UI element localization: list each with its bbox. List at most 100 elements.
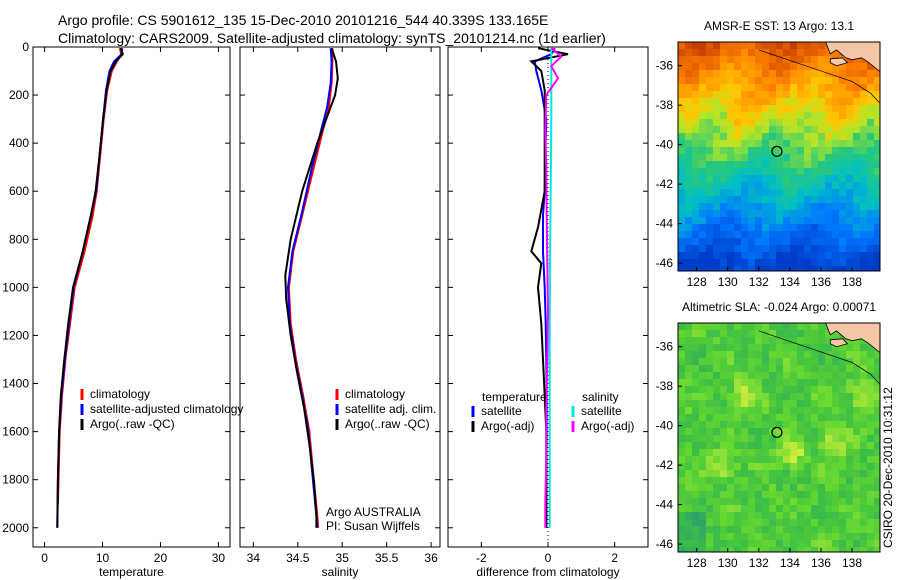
sla-map-cell [762, 512, 770, 520]
sla-map-cell [706, 484, 714, 492]
sla-map-cell [867, 351, 875, 359]
sla-map-cell [818, 526, 826, 534]
sla-map-cell [811, 344, 819, 352]
difference-legend-header: salinity [582, 390, 619, 404]
sst-map-cell [692, 238, 700, 246]
sla-map-cell [755, 393, 763, 401]
sst-map-cell [839, 70, 847, 78]
sst-map-cell [699, 252, 707, 260]
sst-map-cell [846, 245, 854, 253]
sla-map-cell [860, 393, 868, 401]
sst-map-cell [818, 189, 826, 197]
sst-map-cell [853, 245, 861, 253]
sst-map-cell [699, 140, 707, 148]
sst-map-cell [762, 133, 770, 141]
sla-map-cell [748, 330, 756, 338]
sst-map-cell [727, 91, 735, 99]
sla-map-cell [678, 393, 686, 401]
sst-map-cell [776, 98, 784, 106]
sla-map-cell [699, 547, 707, 552]
sla-map-cell [678, 414, 686, 422]
sla-map-cell [741, 428, 749, 436]
sla-map-cell [846, 442, 854, 450]
sla-map-cell [755, 400, 763, 408]
sla-map-cell [734, 393, 742, 401]
sst-map-cell [846, 266, 854, 271]
sst-map-cell [720, 182, 728, 190]
difference-series-argo-adj- [544, 47, 563, 528]
sla-map-cell [769, 393, 777, 401]
sla-map-cell [678, 435, 686, 443]
sla-map-cell [720, 337, 728, 345]
sla-map-cell [769, 372, 777, 380]
salinity-annotation: Argo AUSTRALIA [326, 505, 421, 519]
sla-map-cell [839, 512, 847, 520]
sla-map-cell [762, 393, 770, 401]
sla-map-cell [692, 540, 700, 548]
sst-map-cell [734, 231, 742, 239]
sst-map-cell [804, 196, 812, 204]
sst-map-cell [825, 105, 833, 113]
sla-map-xtick-label: 136 [811, 556, 831, 570]
sla-map-cell [790, 463, 798, 471]
sla-map-cell [748, 400, 756, 408]
sla-map-cell [860, 428, 868, 436]
sst-map-cell [860, 266, 868, 271]
sst-map-cell [755, 147, 763, 155]
sst-map-cell [692, 84, 700, 92]
sla-map-cell [748, 484, 756, 492]
sla-map-cell [783, 505, 791, 513]
sst-map-cell [692, 154, 700, 162]
sla-map-cell [790, 449, 798, 457]
sla-map-cell [818, 358, 826, 366]
sla-map-cell [790, 428, 798, 436]
sla-map-cell [748, 365, 756, 373]
sst-map-cell [867, 147, 875, 155]
sst-map-cell [678, 147, 686, 155]
sla-map-cell [713, 540, 721, 548]
sla-map-cell [825, 519, 833, 527]
sla-map-cell [699, 379, 707, 387]
sst-map-cell [678, 231, 686, 239]
sst-map-cell [811, 175, 819, 183]
sla-map-cell [769, 330, 777, 338]
sla-map-cell [846, 386, 854, 394]
sla-map-cell [776, 421, 784, 429]
sst-map-cell [804, 189, 812, 197]
sst-map-cell [797, 49, 805, 57]
sst-map-cell [678, 168, 686, 176]
sst-map-cell [755, 56, 763, 64]
sla-map-cell [713, 470, 721, 478]
sla-map-cell [853, 344, 861, 352]
sla-map-cell [720, 428, 728, 436]
sst-map-cell [797, 119, 805, 127]
sst-map-cell [762, 154, 770, 162]
sst-map-cell [790, 189, 798, 197]
sst-map-cell [783, 175, 791, 183]
sst-map-cell [832, 217, 840, 225]
sst-map-cell [818, 161, 826, 169]
sla-map-cell [706, 519, 714, 527]
sla-map-cell [818, 484, 826, 492]
sla-map-cell [741, 414, 749, 422]
sla-map-cell [853, 477, 861, 485]
sla-map-cell [846, 533, 854, 541]
sla-map-cell [860, 498, 868, 506]
sla-map-cell [818, 470, 826, 478]
sla-map-cell [769, 386, 777, 394]
sst-map-cell [860, 161, 868, 169]
sst-map-cell [678, 266, 686, 271]
sst-map-cell [706, 238, 714, 246]
sst-map-cell [818, 231, 826, 239]
sla-map-cell [685, 393, 693, 401]
sst-map-cell [748, 245, 756, 253]
sla-map-cell [769, 351, 777, 359]
sst-map-cell [797, 189, 805, 197]
sst-map-cell [874, 245, 880, 253]
sst-map-cell [678, 252, 686, 260]
sst-map-cell [790, 245, 798, 253]
sst-map-cell [720, 238, 728, 246]
sla-map-cell [685, 337, 693, 345]
sla-map-cell [797, 323, 805, 331]
sst-map-cell [832, 266, 840, 271]
